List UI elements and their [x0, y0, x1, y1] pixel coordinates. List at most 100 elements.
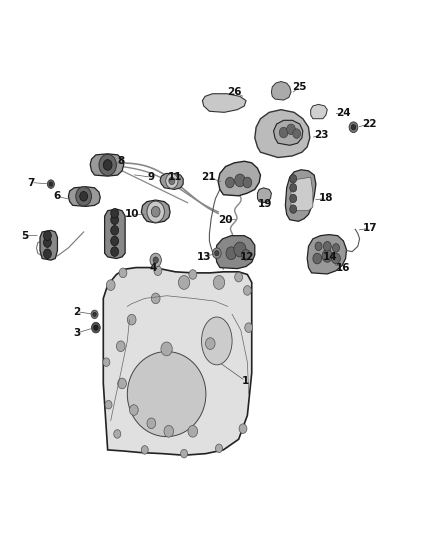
Circle shape	[49, 182, 53, 186]
Polygon shape	[141, 200, 170, 223]
Circle shape	[130, 405, 138, 415]
Polygon shape	[274, 120, 303, 146]
Circle shape	[106, 280, 115, 290]
Circle shape	[244, 286, 251, 295]
Circle shape	[76, 187, 92, 206]
Circle shape	[111, 225, 119, 235]
Circle shape	[103, 160, 112, 170]
Circle shape	[349, 122, 358, 133]
Circle shape	[205, 338, 215, 350]
Circle shape	[332, 253, 340, 264]
Polygon shape	[291, 177, 313, 211]
Circle shape	[161, 342, 172, 356]
Circle shape	[235, 174, 245, 187]
Circle shape	[279, 127, 288, 138]
Circle shape	[234, 242, 246, 257]
Circle shape	[235, 272, 243, 282]
Text: 21: 21	[201, 172, 215, 182]
Circle shape	[111, 236, 119, 246]
Circle shape	[290, 194, 297, 203]
Circle shape	[92, 322, 100, 333]
Polygon shape	[286, 169, 316, 221]
Circle shape	[290, 205, 297, 213]
Polygon shape	[258, 188, 272, 203]
Circle shape	[151, 206, 160, 217]
Circle shape	[213, 276, 225, 289]
Text: 23: 23	[314, 130, 329, 140]
Circle shape	[47, 180, 54, 188]
Text: 8: 8	[117, 156, 124, 166]
Circle shape	[127, 314, 136, 325]
Circle shape	[111, 215, 119, 224]
Polygon shape	[160, 173, 183, 189]
Circle shape	[43, 249, 51, 259]
Text: 22: 22	[362, 119, 377, 129]
Circle shape	[212, 248, 221, 259]
Circle shape	[43, 238, 51, 247]
Circle shape	[150, 253, 161, 267]
Text: 20: 20	[218, 215, 233, 225]
Circle shape	[245, 323, 253, 333]
Circle shape	[180, 449, 187, 458]
Polygon shape	[311, 104, 327, 119]
Text: 12: 12	[240, 252, 254, 262]
Text: 14: 14	[323, 252, 338, 262]
Text: 25: 25	[293, 82, 307, 92]
Circle shape	[94, 325, 98, 330]
Ellipse shape	[201, 317, 232, 365]
Circle shape	[239, 424, 247, 433]
Circle shape	[293, 129, 300, 139]
Text: 26: 26	[227, 87, 241, 97]
Circle shape	[154, 266, 162, 276]
Text: 24: 24	[336, 108, 351, 118]
Circle shape	[147, 201, 164, 222]
Polygon shape	[218, 161, 261, 196]
Circle shape	[290, 183, 297, 192]
Circle shape	[351, 125, 356, 130]
Circle shape	[80, 191, 88, 201]
Circle shape	[164, 425, 173, 437]
Circle shape	[111, 247, 119, 256]
Circle shape	[290, 174, 297, 183]
Polygon shape	[307, 235, 346, 274]
Circle shape	[287, 124, 295, 135]
Text: 9: 9	[148, 172, 155, 182]
Text: 19: 19	[258, 199, 272, 209]
Circle shape	[166, 173, 178, 188]
Circle shape	[226, 247, 237, 260]
Circle shape	[169, 177, 175, 184]
Circle shape	[91, 310, 98, 319]
Circle shape	[99, 155, 117, 175]
Circle shape	[105, 400, 112, 409]
Polygon shape	[272, 82, 291, 100]
Circle shape	[243, 177, 252, 188]
Circle shape	[188, 425, 198, 437]
Circle shape	[117, 341, 125, 352]
Text: 10: 10	[124, 209, 139, 220]
Circle shape	[111, 208, 119, 218]
Circle shape	[118, 378, 127, 389]
Circle shape	[215, 251, 219, 256]
Text: 17: 17	[362, 223, 377, 233]
Circle shape	[103, 358, 110, 367]
Polygon shape	[103, 268, 252, 455]
Circle shape	[119, 268, 127, 278]
Circle shape	[323, 241, 331, 251]
Text: 7: 7	[28, 177, 35, 188]
Circle shape	[93, 312, 96, 317]
Text: 16: 16	[336, 263, 351, 272]
Text: 3: 3	[74, 328, 81, 338]
Circle shape	[332, 244, 339, 252]
Text: 2: 2	[74, 306, 81, 317]
Polygon shape	[68, 187, 100, 206]
Circle shape	[114, 430, 121, 438]
Circle shape	[147, 418, 155, 429]
Circle shape	[242, 249, 251, 260]
Polygon shape	[202, 94, 246, 112]
Circle shape	[189, 270, 197, 279]
Circle shape	[178, 276, 190, 289]
Circle shape	[141, 446, 148, 454]
Ellipse shape	[127, 352, 206, 437]
Text: 5: 5	[21, 231, 28, 241]
Circle shape	[215, 444, 223, 453]
